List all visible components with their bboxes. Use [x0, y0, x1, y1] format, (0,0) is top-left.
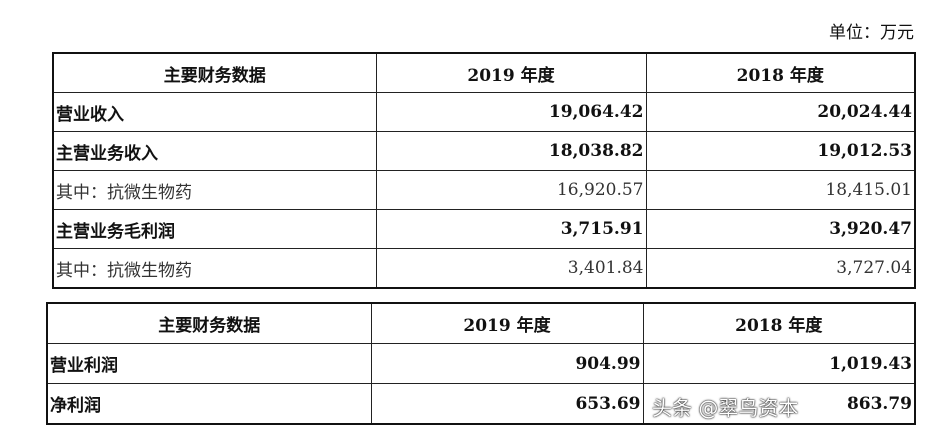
table-row: 净利润 653.69 863.79: [46, 383, 916, 425]
table-row: 主营业务毛利润 3,715.91 3,920.47: [52, 209, 916, 249]
watermark: 头条 @翠鸟资本: [652, 396, 799, 420]
table-row: 营业收入 19,064.42 20,024.44: [52, 92, 916, 132]
row-label: 净利润: [46, 383, 372, 425]
header-cell: 主要财务数据: [52, 52, 377, 93]
value-2019: 904.99: [370, 343, 644, 384]
value-2018: 3,920.47: [645, 209, 916, 249]
row-label: 主营业务收入: [52, 131, 377, 171]
row-label: 其中：抗微生物药: [52, 248, 377, 289]
table-header: 主要财务数据 2019 年度 2018 年度: [52, 52, 916, 93]
unit-label: 单位：万元: [829, 23, 914, 43]
financial-table-2: 主要财务数据 2019 年度 2018 年度 营业利润 904.99 1,019.4…: [46, 302, 916, 425]
value-2018: 1,019.43: [642, 343, 916, 384]
header-cell: 主要财务数据: [46, 302, 372, 344]
header-cell: 2019 年度: [375, 52, 647, 93]
value-2019: 3,401.84: [375, 248, 647, 289]
value-2018: 3,727.04: [645, 248, 916, 289]
value-2019: 653.69: [370, 383, 644, 425]
value-2018: 19,012.53: [645, 131, 916, 171]
value-2019: 19,064.42: [375, 92, 647, 132]
value-2018: 18,415.01: [645, 170, 916, 210]
table-header: 主要财务数据 2019 年度 2018 年度: [46, 302, 916, 344]
table-row: 其中：抗微生物药 16,920.57 18,415.01: [52, 170, 916, 210]
value-2019: 3,715.91: [375, 209, 647, 249]
value-2019: 18,038.82: [375, 131, 647, 171]
row-label: 其中：抗微生物药: [52, 170, 377, 210]
row-label: 主营业务毛利润: [52, 209, 377, 249]
value-2019: 16,920.57: [375, 170, 647, 210]
header-cell: 2018 年度: [642, 302, 916, 344]
financial-table-1: 主要财务数据 2019 年度 2018 年度 营业收入 19,064.42 20,0…: [52, 52, 916, 289]
value-2018: 863.79: [642, 383, 916, 425]
value-2018: 20,024.44: [645, 92, 916, 132]
table-row: 其中：抗微生物药 3,401.84 3,727.04: [52, 248, 916, 289]
header-cell: 2019 年度: [370, 302, 644, 344]
row-label: 营业利润: [46, 343, 372, 384]
table-row: 营业利润 904.99 1,019.43: [46, 343, 916, 384]
row-label: 营业收入: [52, 92, 377, 132]
table-row: 主营业务收入 18,038.82 19,012.53: [52, 131, 916, 171]
header-cell: 2018 年度: [645, 52, 916, 93]
